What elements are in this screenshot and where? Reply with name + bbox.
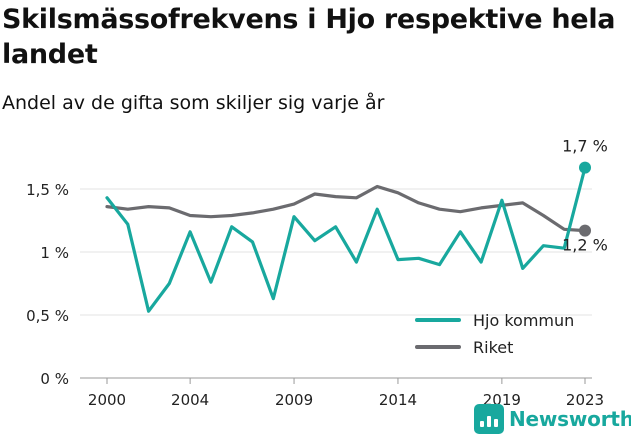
x-tick-label: 2023 <box>566 391 604 409</box>
end-point-marker <box>579 224 591 237</box>
legend-label: Riket <box>473 338 513 357</box>
x-tick-label: 2009 <box>275 391 313 409</box>
x-tick-label: 2004 <box>171 391 209 409</box>
y-tick-label: 1,5 % <box>26 181 69 199</box>
x-tick-label: 2014 <box>379 391 417 409</box>
end-value-label: 1,2 % <box>562 236 608 255</box>
brand-name: Newsworthy <box>509 407 631 431</box>
legend-label: Hjo kommun <box>473 311 574 330</box>
chart-title: Skilsmässofrekvens i Hjo respektive hela… <box>2 4 616 70</box>
newsworthy-logo: Newsworthy <box>474 404 631 434</box>
y-tick-label: 0 % <box>40 370 69 388</box>
end-value-label: 1,7 % <box>562 137 608 156</box>
chart-subtitle: Andel av de gifta som skiljer sig varje … <box>2 92 385 114</box>
legend: Hjo kommun Riket <box>415 311 574 357</box>
series-line-hjo <box>105 166 587 313</box>
axes: 0 %0,5 %1 %1,5 %2000 2004 2009 2014 2019 2023 <box>26 181 604 409</box>
series-lines <box>105 161 591 313</box>
y-gridlines <box>80 188 592 379</box>
end-point-marker <box>579 161 591 174</box>
series-line-riket <box>105 184 587 233</box>
newsworthy-logo-icon <box>474 404 504 434</box>
y-tick-label: 0,5 % <box>26 307 69 325</box>
x-tick-label: 2000 <box>88 391 126 409</box>
y-tick-label: 1 % <box>40 244 69 262</box>
end-labels: 1,7 % 1,2 % <box>562 137 608 255</box>
